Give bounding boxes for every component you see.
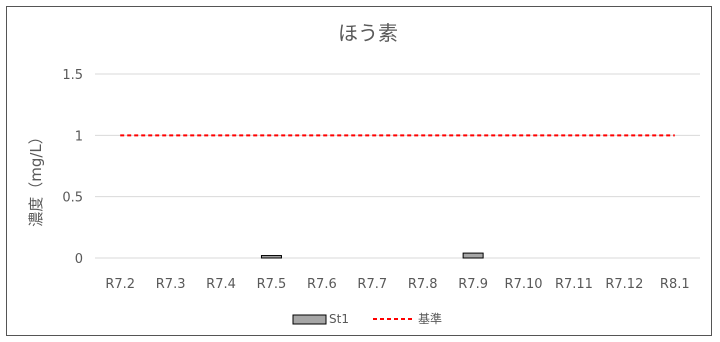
legend-swatch-st1 bbox=[292, 314, 327, 325]
bar-series bbox=[260, 252, 484, 259]
y-tick-label: 0 bbox=[75, 252, 83, 267]
grid-lines bbox=[95, 73, 700, 259]
chart-title: ほう素 bbox=[338, 21, 398, 45]
x-tick-label: R7.3 bbox=[156, 277, 186, 292]
y-tick-label: 0.5 bbox=[62, 191, 83, 206]
x-tick-label: R7.2 bbox=[105, 277, 135, 292]
x-tick-label: R7.6 bbox=[307, 277, 337, 292]
y-tick-labels: 0 0.5 1 1.5 bbox=[62, 68, 83, 267]
x-tick-label: R7.8 bbox=[408, 277, 438, 292]
x-tick-label: R7.10 bbox=[505, 277, 543, 292]
chart-svg: ほう素 濃度（mg/L） 00.511.5 R7.2 R7.3 R7.4 R7.5 R7… bbox=[27, 21, 700, 326]
legend-label-st1: St1 bbox=[329, 312, 349, 326]
x-tick-label: R7.9 bbox=[458, 277, 488, 292]
x-tick-label: R7.4 bbox=[206, 277, 236, 292]
x-tick-labels: R7.2 R7.3 R7.4 R7.5 R7.6 R7.7 R7.8 R7.9 R7.10 R7.… bbox=[105, 277, 689, 292]
legend-label-standard: 基準 bbox=[418, 311, 442, 326]
y-axis-label: 濃度（mg/L） bbox=[27, 129, 45, 227]
bar bbox=[462, 252, 484, 259]
x-tick-label: R7.7 bbox=[357, 277, 387, 292]
x-tick-label: R7.12 bbox=[605, 277, 643, 292]
x-tick-label: R7.11 bbox=[555, 277, 593, 292]
chart-frame: ほう素 濃度（mg/L） 0 0.5 1 1.5 R7.2 R7.3 R7.4 R7.5 R7… bbox=[6, 6, 712, 336]
x-tick-label: R8.1 bbox=[660, 277, 690, 292]
bar bbox=[260, 255, 282, 259]
y-tick-label: 1 bbox=[75, 129, 83, 144]
y-tick-label: 1.5 bbox=[62, 68, 83, 83]
x-tick-label: R7.5 bbox=[257, 277, 287, 292]
legend: St1 基準 bbox=[292, 311, 442, 326]
